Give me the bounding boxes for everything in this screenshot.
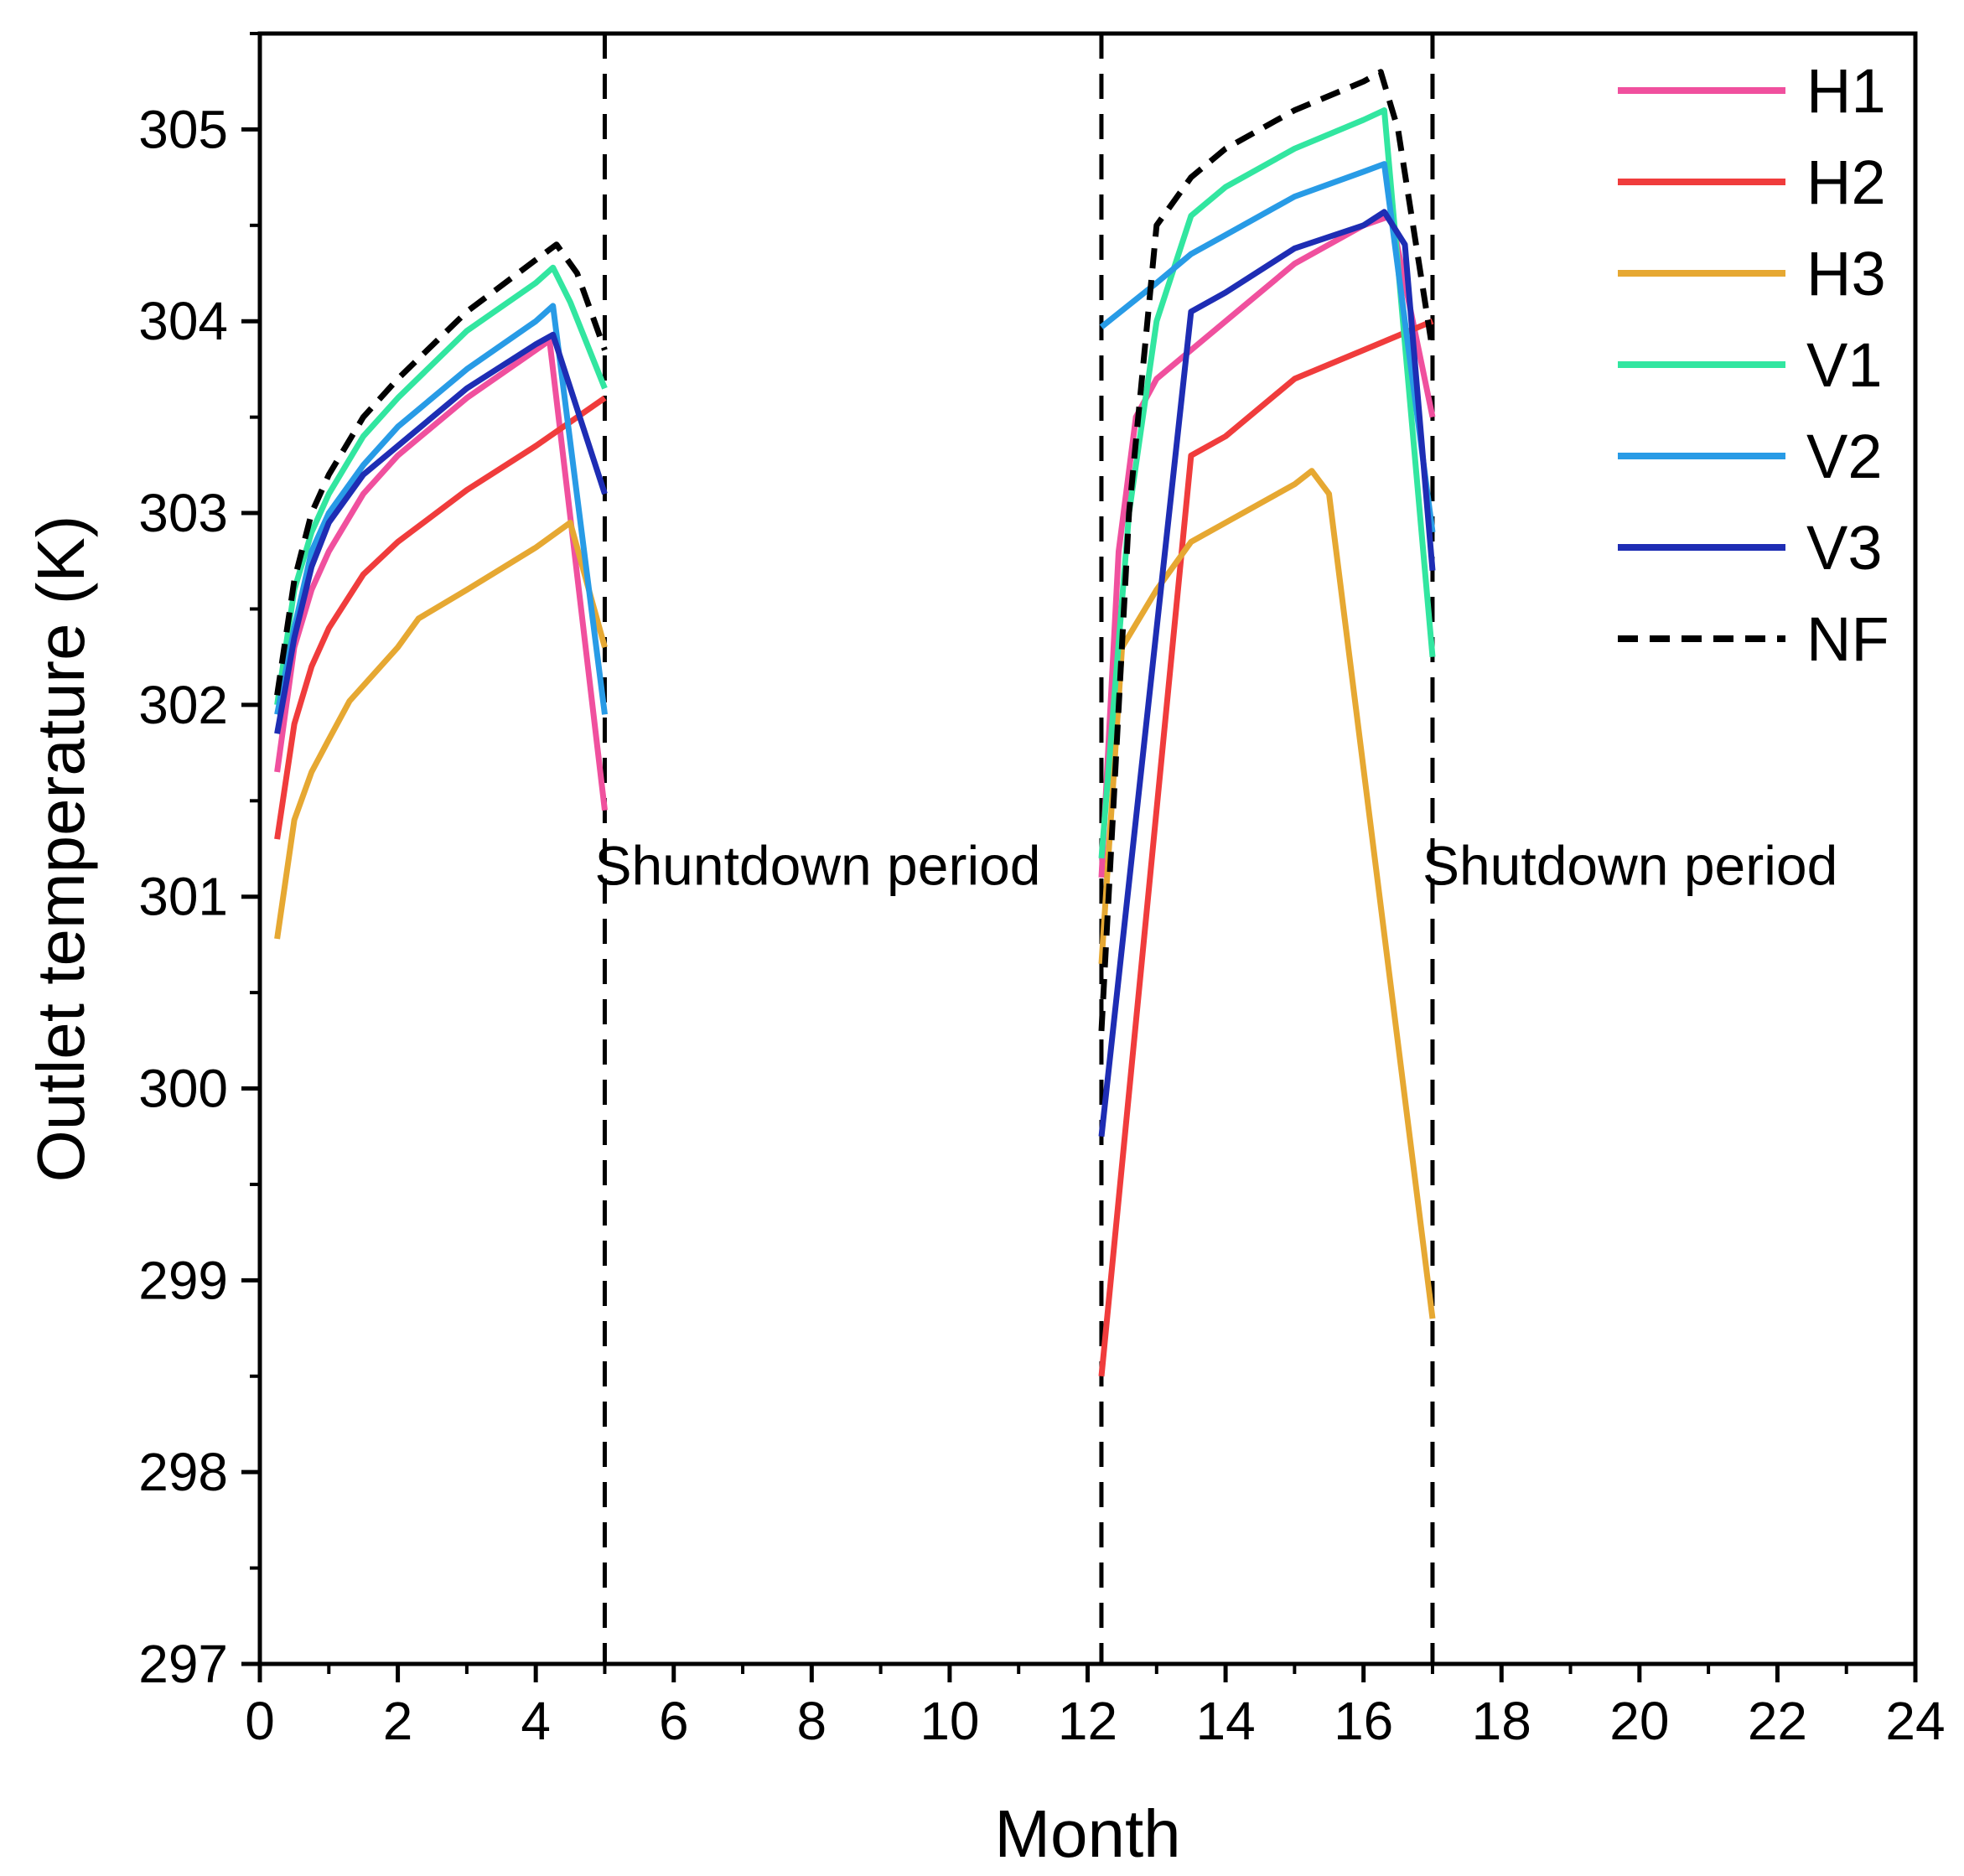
data-series — [274, 69, 1436, 1377]
x-tick-label: 14 — [1195, 1691, 1255, 1751]
legend-label-h3: H3 — [1806, 239, 1886, 308]
x-tick-label: 0 — [245, 1691, 275, 1751]
y-axis-title: Outlet temperature (K) — [23, 516, 98, 1183]
legend-label-v3: V3 — [1806, 513, 1883, 583]
x-tick-label: 20 — [1609, 1691, 1669, 1751]
x-tick-label: 8 — [797, 1691, 827, 1751]
legend-label-nf: NF — [1806, 604, 1889, 674]
y-tick-label: 298 — [138, 1442, 228, 1502]
series-line-h3 — [1098, 468, 1436, 1319]
series-line-v3 — [274, 331, 608, 734]
y-tick-label: 302 — [138, 675, 228, 735]
x-tick-label: 10 — [920, 1691, 979, 1751]
y-tick-label: 305 — [138, 99, 228, 159]
series-line-h2 — [1098, 318, 1434, 1377]
legend-label-v2: V2 — [1806, 422, 1883, 491]
series-line-h1 — [1098, 212, 1436, 878]
legend-label-h1: H1 — [1806, 56, 1886, 126]
series-line-h1 — [274, 337, 608, 811]
series-line-v3 — [1098, 209, 1436, 1138]
x-tick-label: 24 — [1885, 1691, 1945, 1751]
annotations: Shuntdown period Shutdown period — [594, 834, 1837, 896]
y-tick-label: 297 — [138, 1634, 228, 1694]
x-tick-label: 18 — [1472, 1691, 1531, 1751]
legend: H1 H2 H3 V1 V2 V3 NF — [1618, 56, 1889, 674]
x-tick-label: 2 — [383, 1691, 413, 1751]
x-axis-ticks: 0 2 4 6 8 10 12 14 16 18 20 22 24 — [245, 1664, 1946, 1751]
x-tick-label: 6 — [659, 1691, 689, 1751]
series-line-h2 — [274, 395, 607, 840]
series-line-nf — [1098, 69, 1436, 1032]
series-line-v1 — [274, 264, 608, 706]
y-tick-label: 301 — [138, 867, 228, 927]
shutdown-annotation: Shutdown period — [1422, 834, 1837, 896]
series-line-h3 — [274, 520, 608, 940]
x-tick-label: 12 — [1058, 1691, 1117, 1751]
series-line-v2 — [1099, 161, 1436, 533]
series-line-nf — [274, 241, 608, 696]
x-tick-label: 16 — [1334, 1691, 1393, 1751]
series-line-v2 — [274, 303, 608, 715]
y-tick-label: 303 — [138, 483, 228, 543]
x-tick-label: 22 — [1748, 1691, 1807, 1751]
legend-label-v1: V1 — [1806, 330, 1883, 400]
y-axis-ticks: 297 298 299 300 301 302 303 304 305 — [138, 32, 260, 1694]
x-tick-label: 4 — [521, 1691, 551, 1751]
x-axis-title: Month — [994, 1796, 1180, 1871]
y-tick-label: 304 — [138, 291, 228, 351]
y-tick-label: 300 — [138, 1059, 228, 1119]
y-tick-label: 299 — [138, 1250, 228, 1310]
shutdown-annotation: Shuntdown period — [594, 834, 1040, 896]
series-line-v1 — [1098, 107, 1436, 859]
legend-label-h2: H2 — [1806, 148, 1886, 217]
